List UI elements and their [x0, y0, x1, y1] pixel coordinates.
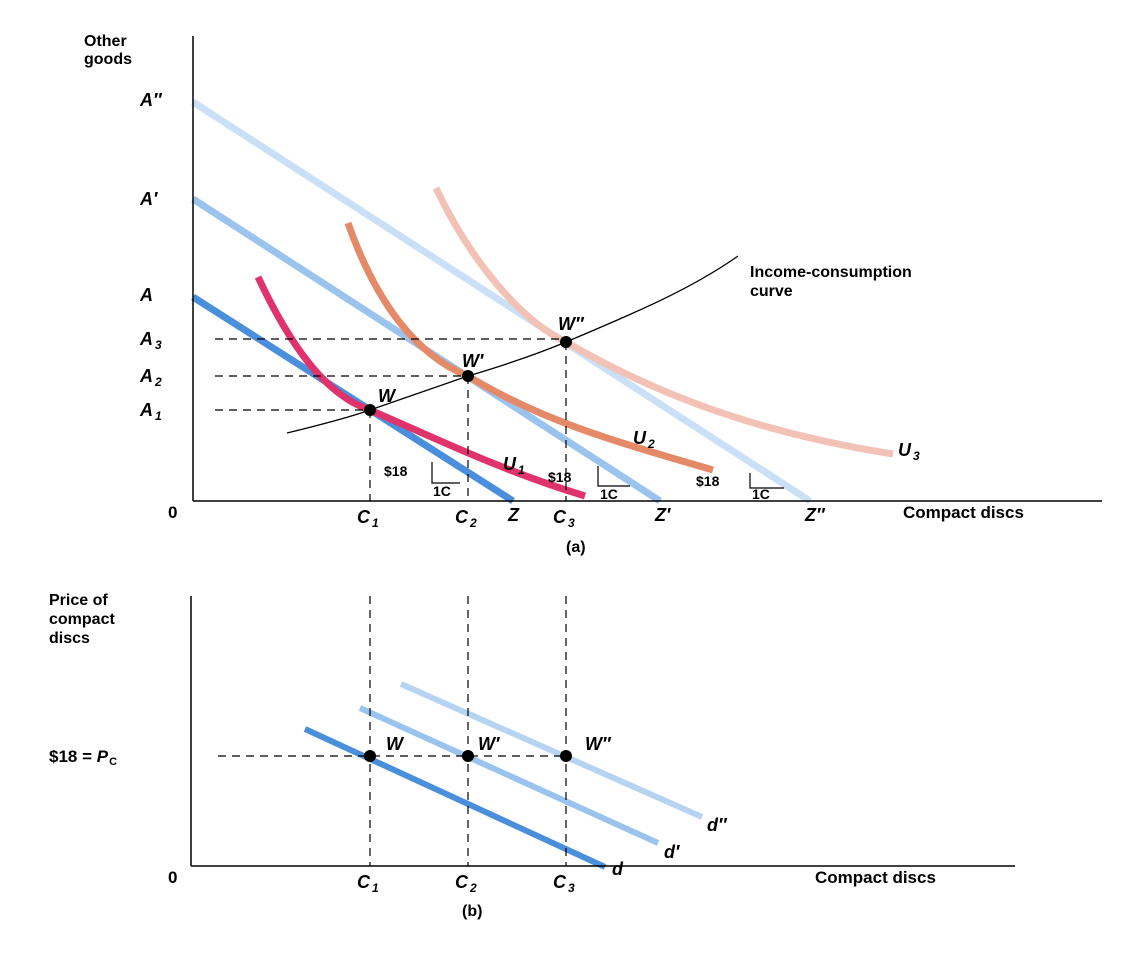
y-axis-label-line: goods — [84, 51, 132, 68]
origin-b: 0 — [168, 868, 177, 887]
indifference-curve-U3 — [432, 186, 894, 458]
point-labels-b: W W′ W″ — [386, 734, 612, 754]
panel-b-guides — [218, 596, 567, 866]
label-d-double-prime: d″ — [707, 815, 728, 835]
point-W-prime-b — [462, 750, 474, 762]
slope-price-1: $18 — [384, 463, 408, 479]
y-axis-label-b: Price of compact discs — [49, 592, 119, 647]
demand-curve-d-double-prime — [399, 681, 704, 820]
panel-a-axes — [192, 36, 1102, 502]
indifference-curve-U1 — [254, 275, 587, 500]
income-consumption-curve — [286, 255, 739, 434]
label-W-prime-b: W′ — [478, 734, 500, 754]
label-W-double-prime: W″ — [558, 314, 585, 334]
panel-label-a: (a) — [566, 539, 586, 556]
slope-triangles — [431, 462, 784, 489]
x-tick-Z-prime: Z′ — [654, 505, 671, 525]
slope-price-3: $18 — [696, 473, 720, 489]
x-axis-label-b: Compact discs — [815, 868, 936, 887]
panel-label-b: (b) — [462, 903, 482, 920]
y-tick-A: A — [139, 285, 153, 305]
point-W — [364, 404, 376, 416]
slope-price-2: $18 — [548, 469, 572, 485]
point-W-prime — [462, 370, 474, 382]
label-W-double-prime-b: W″ — [585, 734, 612, 754]
point-W-double-prime-b — [560, 750, 572, 762]
label-W-b: W — [386, 734, 405, 754]
demand-curve-d — [303, 726, 607, 870]
income-consumption-label: Income-consumption curve — [750, 264, 916, 300]
panel-a-guides — [215, 338, 567, 501]
label-W: W — [378, 386, 397, 406]
panel-b-axes — [190, 596, 1015, 867]
x-tick-Z-double-prime: Z″ — [804, 505, 826, 525]
price-label: $18 = PC — [49, 747, 117, 768]
slope-unit-2: 1C — [600, 486, 618, 502]
point-W-b — [364, 750, 376, 762]
origin-a: 0 — [168, 503, 177, 522]
budget-line-A2-Z2 — [191, 99, 812, 504]
label-W-prime: W′ — [462, 351, 484, 371]
x-axis-label-a: Compact discs — [903, 503, 1024, 522]
slope-labels: $18 1C $18 1C $18 1C — [384, 463, 770, 502]
panel-a: Other goods Compact discs 0 (a) A″ A′ A … — [84, 33, 1102, 556]
label-d-prime: d′ — [664, 842, 680, 862]
y-tick-A-double-prime: A″ — [139, 90, 163, 110]
x-tick-Z: Z — [507, 505, 520, 525]
demand-curve-d-prime — [358, 705, 660, 846]
panel-b: Price of compact discs Compact discs 0 (… — [49, 592, 1015, 920]
y-axis-label-line: discs — [49, 630, 90, 647]
y-axis-label-line: Other — [84, 33, 127, 50]
point-W-double-prime — [560, 336, 572, 348]
y-axis-label-line: compact — [49, 611, 115, 628]
label-d: d — [612, 859, 624, 879]
y-tick-A-prime: A′ — [139, 189, 158, 209]
y-axis-label-line: Price of — [49, 592, 108, 609]
income-label-line: curve — [750, 283, 793, 300]
point-labels-a: W W′ W″ — [378, 314, 585, 406]
y-axis-label-a: Other goods — [84, 33, 132, 68]
slope-unit-1: 1C — [433, 483, 451, 499]
demand-labels: d d′ d″ — [612, 815, 728, 879]
income-label-line: Income-consumption — [750, 264, 912, 281]
slope-unit-3: 1C — [752, 486, 770, 502]
